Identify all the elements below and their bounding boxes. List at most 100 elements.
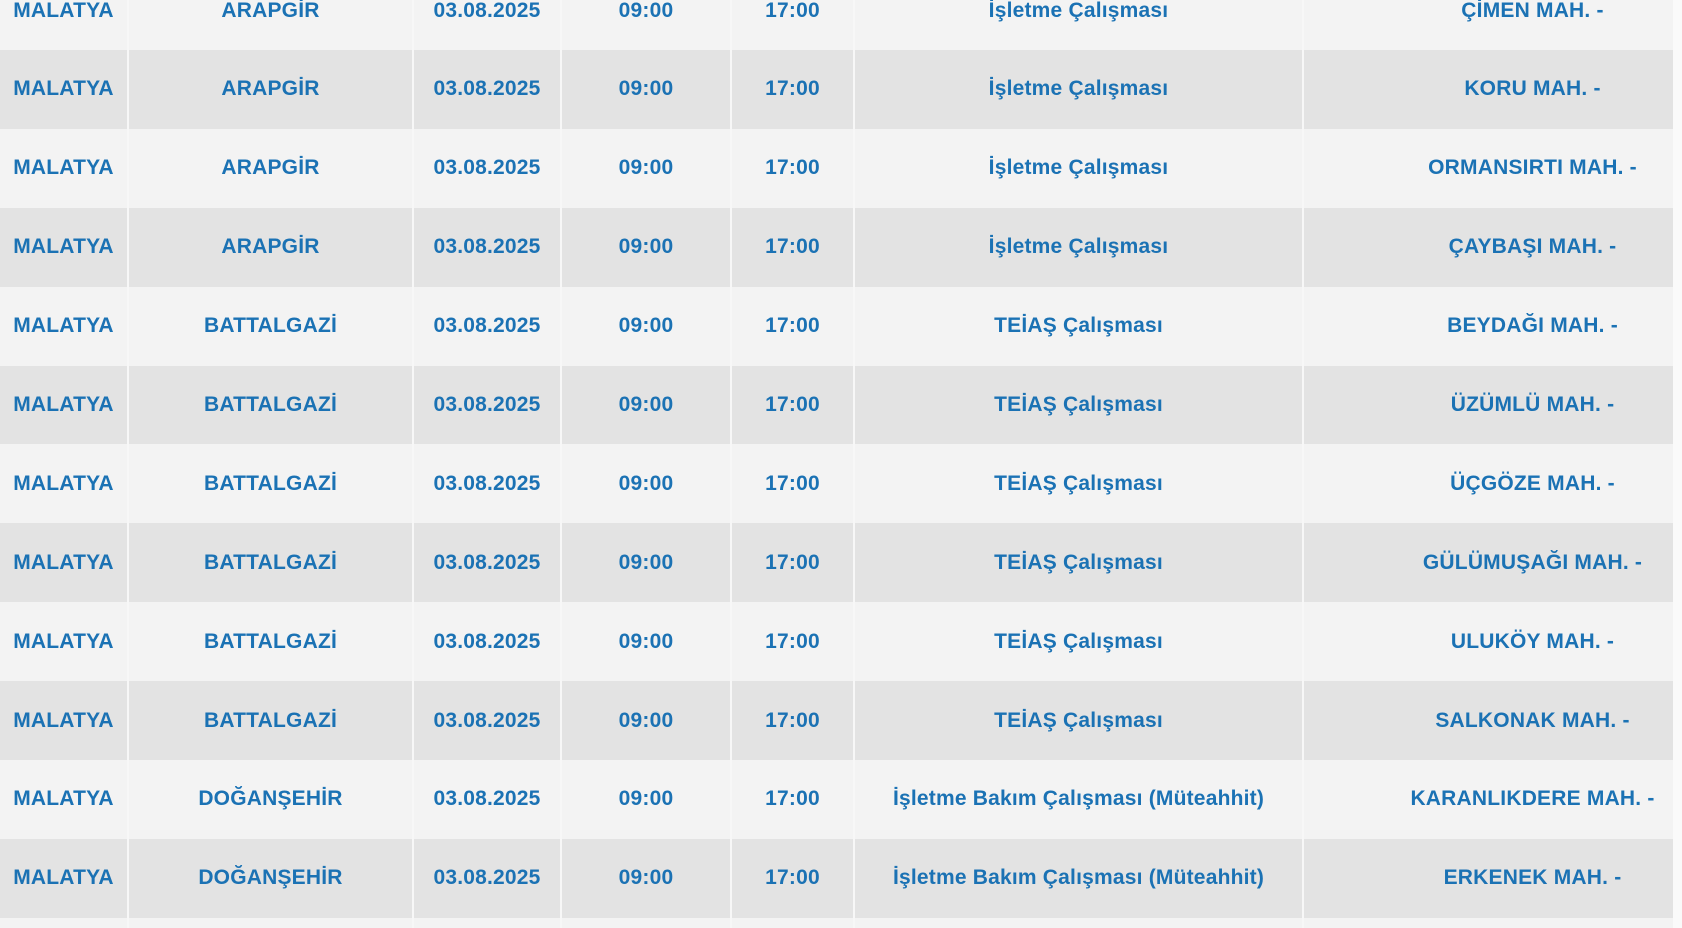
cell-reason: TEİAŞ Çalışması — [855, 602, 1304, 682]
table-row: MALATYA BATTALGAZİ 03.08.2025 09:00 17:0… — [0, 286, 1673, 366]
cell-neighborhood: ÇİMEN MAH. - — [1461, 0, 1604, 22]
cell-city: MALATYA — [0, 128, 129, 208]
cell-district: BATTALGAZİ — [129, 681, 414, 761]
cell-date: 03.08.2025 — [414, 681, 562, 761]
cell-date: 03.08.2025 — [414, 128, 562, 208]
cell-reason — [855, 917, 1304, 928]
cell-neighborhood: BEYDAĞI MAH. - — [1447, 314, 1618, 338]
table-row: MALATYA BATTALGAZİ 03.08.2025 09:00 17:0… — [0, 444, 1673, 524]
cell-date: 03.08.2025 — [414, 286, 562, 366]
cell-district: BATTALGAZİ — [129, 365, 414, 445]
cell-city: MALATYA — [0, 602, 129, 682]
cell-city: MALATYA — [0, 207, 129, 287]
cell-reason: TEİAŞ Çalışması — [855, 444, 1304, 524]
cell-date: 03.08.2025 — [414, 838, 562, 918]
cell-end-time: 17:00 — [732, 760, 855, 839]
cell-start-time: 09:00 — [562, 760, 732, 839]
cell-date: 03.08.2025 — [414, 444, 562, 524]
cell-start-time: 09:00 — [562, 50, 732, 129]
cell-district: DOĞANŞEHİR — [129, 838, 414, 918]
cell-reason: TEİAŞ Çalışması — [855, 365, 1304, 445]
cell-neighborhood: KORU MAH. - — [1464, 77, 1601, 101]
cell-reason: TEİAŞ Çalışması — [855, 681, 1304, 761]
cell-district: ARAPGİR — [129, 128, 414, 208]
cell-reason: İşletme Çalışması — [855, 50, 1304, 129]
cell-district: ARAPGİR — [129, 50, 414, 129]
cell-district: BATTALGAZİ — [129, 523, 414, 603]
cell-date: 03.08.2025 — [414, 207, 562, 287]
cell-reason: TEİAŞ Çalışması — [855, 523, 1304, 603]
cell-date: 03.08.2025 — [414, 523, 562, 603]
table-row — [0, 917, 1673, 928]
table-row: MALATYA DOĞANŞEHİR 03.08.2025 09:00 17:0… — [0, 760, 1673, 839]
cell-end-time: 17:00 — [732, 128, 855, 208]
cell-neighborhood — [1304, 918, 1673, 928]
table-row: MALATYA BATTALGAZİ 03.08.2025 09:00 17:0… — [0, 523, 1673, 603]
cell-reason: İşletme Çalışması — [855, 0, 1304, 50]
cell-district: BATTALGAZİ — [129, 444, 414, 524]
table-row: MALATYA BATTALGAZİ 03.08.2025 09:00 17:0… — [0, 602, 1673, 682]
cell-neighborhood: ÜÇGÖZE MAH. - — [1450, 471, 1615, 495]
cell-neighborhood: ÇAYBAŞI MAH. - — [1448, 235, 1617, 259]
cell-city: MALATYA — [0, 760, 129, 839]
cell-start-time: 09:00 — [562, 128, 732, 208]
cell-city: MALATYA — [0, 838, 129, 918]
table-row: MALATYA DOĞANŞEHİR 03.08.2025 09:00 17:0… — [0, 838, 1673, 918]
cell-start-time: 09:00 — [562, 0, 732, 50]
cell-neighborhood: ORMANSIRTI MAH. - — [1428, 156, 1637, 180]
cell-city: MALATYA — [0, 681, 129, 761]
cell-city: MALATYA — [0, 365, 129, 445]
cell-neighborhood: ULUKÖY MAH. - — [1450, 629, 1615, 653]
cell-end-time: 17:00 — [732, 681, 855, 761]
cell-reason: İşletme Bakım Çalışması (Müteahhit) — [855, 838, 1304, 918]
cell-date: 03.08.2025 — [414, 365, 562, 445]
cell-end-time: 17:00 — [732, 523, 855, 603]
cell-end-time: 17:00 — [732, 365, 855, 445]
cell-date: 03.08.2025 — [414, 0, 562, 50]
cell-start-time: 09:00 — [562, 681, 732, 761]
table-row: MALATYA BATTALGAZİ 03.08.2025 09:00 17:0… — [0, 365, 1673, 445]
cell-reason: İşletme Çalışması — [855, 207, 1304, 287]
cell-start-time: 09:00 — [562, 444, 732, 524]
cell-neighborhood: ÜZÜMLÜ MAH. - — [1450, 393, 1615, 416]
cell-start-time: 09:00 — [562, 602, 732, 682]
cell-district: BATTALGAZİ — [129, 602, 414, 682]
cell-end-time: 17:00 — [732, 444, 855, 524]
cell-neighborhood: ERKENEK MAH. - — [1443, 866, 1622, 890]
cell-neighborhood: SALKONAK MAH. - — [1435, 708, 1630, 732]
cell-reason: TEİAŞ Çalışması — [855, 286, 1304, 366]
cell-city: MALATYA — [0, 286, 129, 366]
cell-district: BATTALGAZİ — [129, 286, 414, 366]
cell-city: MALATYA — [0, 0, 129, 50]
cell-reason: İşletme Çalışması — [855, 128, 1304, 208]
cell-date: 03.08.2025 — [414, 760, 562, 839]
cell-start-time: 09:00 — [562, 207, 732, 287]
cell-end-time: 17:00 — [732, 207, 855, 287]
cell-start-time — [562, 917, 732, 928]
cell-start-time: 09:00 — [562, 286, 732, 366]
cell-end-time: 17:00 — [732, 50, 855, 129]
cell-end-time: 17:00 — [732, 602, 855, 682]
cell-district: ARAPGİR — [129, 0, 414, 50]
cell-city: MALATYA — [0, 444, 129, 524]
cell-district — [129, 917, 414, 928]
cell-neighborhood: KARANLIKDERE MAH. - — [1410, 787, 1655, 811]
cell-city: MALATYA — [0, 50, 129, 129]
cell-start-time: 09:00 — [562, 838, 732, 918]
cell-district: DOĞANŞEHİR — [129, 760, 414, 839]
table-row: MALATYA ARAPGİR 03.08.2025 09:00 17:00 İ… — [0, 0, 1673, 50]
cell-end-time — [732, 917, 855, 928]
cell-date — [414, 917, 562, 928]
cell-district: ARAPGİR — [129, 207, 414, 287]
cell-end-time: 17:00 — [732, 0, 855, 50]
table-row: MALATYA ARAPGİR 03.08.2025 09:00 17:00 İ… — [0, 128, 1673, 208]
table-row: MALATYA BATTALGAZİ 03.08.2025 09:00 17:0… — [0, 681, 1673, 761]
cell-start-time: 09:00 — [562, 365, 732, 445]
cell-date: 03.08.2025 — [414, 602, 562, 682]
cell-neighborhood: GÜLÜMUŞAĞI MAH. - — [1422, 550, 1643, 574]
cell-reason: İşletme Bakım Çalışması (Müteahhit) — [855, 760, 1304, 839]
cell-city: MALATYA — [0, 523, 129, 603]
table-row: MALATYA ARAPGİR 03.08.2025 09:00 17:00 İ… — [0, 207, 1673, 287]
cell-end-time: 17:00 — [732, 286, 855, 366]
